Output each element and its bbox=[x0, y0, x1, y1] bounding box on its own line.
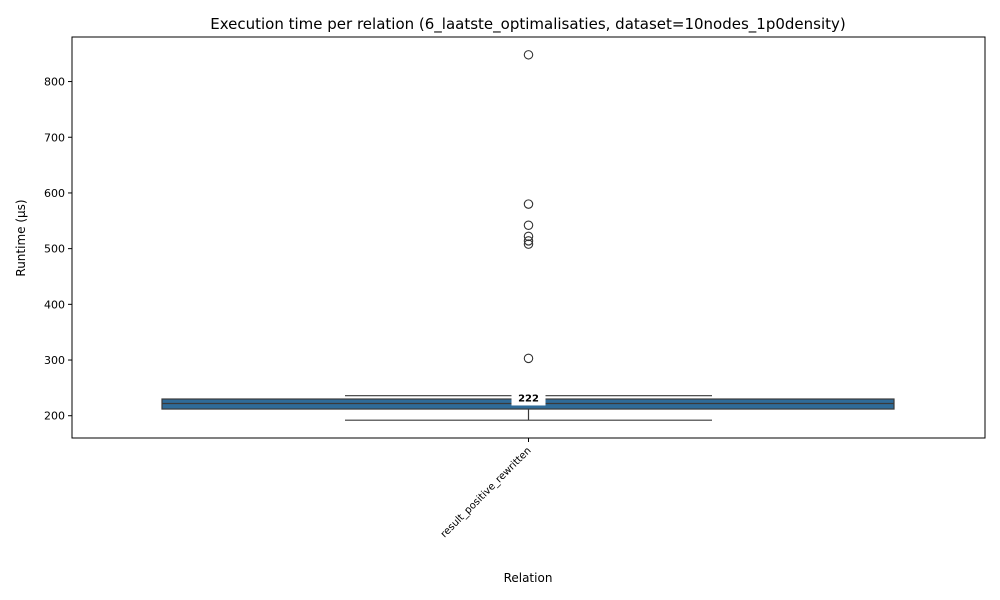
y-axis: 200 300 400 500 600 700 800 bbox=[44, 76, 72, 423]
y-tick-label: 200 bbox=[44, 410, 65, 423]
y-axis-label: Runtime (µs) bbox=[14, 199, 28, 276]
outlier-point bbox=[523, 231, 534, 242]
median-label-background bbox=[511, 388, 546, 406]
x-axis-label: Relation bbox=[504, 571, 553, 585]
outlier-point bbox=[523, 50, 534, 60]
median-label: 222 bbox=[518, 393, 539, 404]
plot-area: 222 bbox=[161, 50, 895, 421]
y-tick-label: 500 bbox=[44, 243, 65, 256]
outlier-point bbox=[523, 236, 534, 246]
x-tick-label: result_positive_rewritten bbox=[439, 445, 534, 540]
outlier-point bbox=[523, 199, 534, 209]
chart-title: Execution time per relation (6_laatste_o… bbox=[210, 15, 846, 34]
outlier-point bbox=[523, 220, 534, 230]
outlier-point bbox=[523, 353, 534, 364]
x-axis: result_positive_rewritten bbox=[439, 438, 534, 540]
y-tick-label: 600 bbox=[44, 187, 65, 200]
y-tick-label: 400 bbox=[44, 298, 65, 311]
y-tick-label: 700 bbox=[44, 131, 65, 144]
outlier-point bbox=[523, 239, 534, 249]
y-tick-label: 800 bbox=[44, 76, 65, 89]
y-tick-label: 300 bbox=[44, 354, 65, 367]
axes-frame bbox=[71, 36, 986, 439]
